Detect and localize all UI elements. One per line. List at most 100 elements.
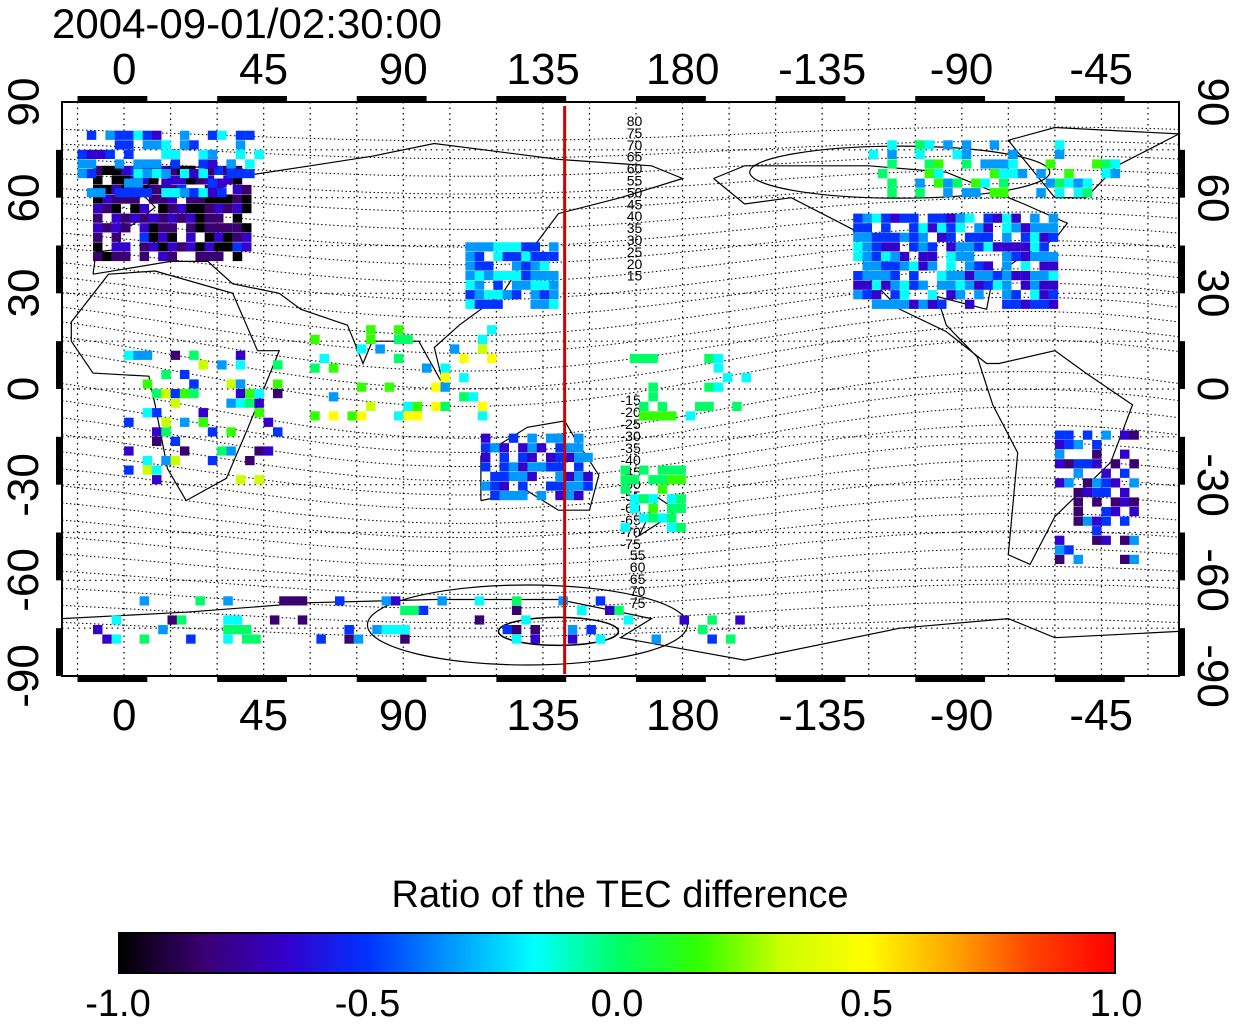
- tec-cell: [983, 280, 993, 290]
- tec-cell: [1120, 535, 1130, 545]
- tec-cell: [493, 271, 503, 281]
- tec-cell: [1101, 159, 1111, 169]
- right-lat-tick-label: -30: [1187, 452, 1237, 517]
- tec-cell: [620, 484, 630, 494]
- tec-cell: [480, 433, 491, 443]
- tec-cell: [235, 475, 246, 485]
- tec-cell: [263, 417, 274, 427]
- tec-cell: [574, 481, 584, 491]
- contour-line: [61, 459, 1180, 510]
- tec-cell: [862, 290, 872, 300]
- tec-cell: [102, 634, 112, 644]
- tec-cell: [142, 140, 153, 150]
- tec-cell: [629, 494, 640, 504]
- tec-cell: [1101, 516, 1111, 526]
- contour-line: [61, 239, 1180, 284]
- tec-cell: [924, 169, 935, 179]
- tec-cell: [186, 232, 196, 242]
- tec-cell: [1054, 478, 1065, 488]
- tec-cell: [235, 379, 246, 389]
- tec-cell: [179, 369, 190, 380]
- tec-cell: [186, 175, 196, 185]
- border-segment: [775, 676, 846, 682]
- tec-cell: [974, 242, 984, 252]
- tec-cell: [927, 261, 938, 271]
- contour-line: [61, 565, 1180, 595]
- tec-cell: [242, 242, 252, 252]
- tec-cell: [530, 634, 540, 644]
- tec-cell: [890, 232, 900, 242]
- tec-cell: [1092, 487, 1102, 498]
- tec-cell: [887, 149, 897, 159]
- tec-cell: [667, 503, 677, 513]
- tec-cell: [862, 251, 872, 262]
- tec-cell: [530, 251, 540, 262]
- tec-cell: [971, 188, 981, 198]
- tec-cell: [176, 204, 187, 214]
- left-lat-tick-label: 60: [0, 173, 48, 223]
- tec-cell: [161, 427, 171, 437]
- tec-cell: [620, 475, 630, 485]
- tec-cell: [881, 223, 891, 233]
- border-segment: [1179, 341, 1185, 389]
- tec-cell: [511, 634, 522, 644]
- tec-cell: [1030, 223, 1040, 233]
- tec-cell: [269, 615, 280, 625]
- tec-cell: [124, 446, 134, 456]
- tec-cell: [204, 194, 215, 204]
- tec-cell: [667, 522, 677, 533]
- contour-oval: [366, 584, 689, 666]
- tec-cell: [214, 204, 224, 214]
- tec-cell: [124, 417, 134, 427]
- tec-cell: [639, 494, 649, 504]
- tec-cell: [133, 130, 143, 140]
- tec-cell: [583, 481, 593, 491]
- tec-cell: [242, 184, 252, 195]
- tec-cell: [493, 290, 503, 300]
- tec-cell: [223, 615, 233, 625]
- tec-cell: [223, 634, 233, 644]
- tec-cell: [167, 165, 177, 175]
- tec-cell: [1092, 449, 1102, 459]
- tec-cell: [179, 140, 190, 150]
- tec-cell: [235, 398, 246, 408]
- tec-cell: [198, 149, 208, 159]
- tec-cell: [474, 299, 485, 309]
- tec-cell: [943, 188, 953, 198]
- tec-cell: [909, 232, 919, 242]
- tec-cell: [887, 140, 897, 150]
- tec-cell: [179, 389, 190, 399]
- tec-cell: [1048, 290, 1059, 300]
- tec-cell: [667, 475, 677, 485]
- tec-cell: [1101, 535, 1111, 545]
- tec-cell: [564, 491, 575, 501]
- tec-cell: [1039, 251, 1049, 262]
- tec-cell: [176, 615, 187, 625]
- right-lat-tick-label: -60: [1187, 548, 1237, 613]
- tec-cell: [676, 465, 686, 475]
- tec-cell: [555, 433, 565, 443]
- contour-label: 20: [627, 256, 643, 272]
- tec-cell: [254, 149, 264, 159]
- tec-cell: [195, 223, 205, 233]
- border-segment: [636, 96, 706, 102]
- tec-cell: [583, 452, 593, 462]
- border-segment: [1179, 532, 1185, 581]
- tec-cell: [918, 261, 928, 271]
- tec-cell: [1011, 299, 1021, 309]
- tec-cell: [735, 615, 745, 625]
- tec-cell: [186, 204, 196, 214]
- tec-cell: [508, 462, 519, 472]
- tec-cell: [161, 369, 171, 380]
- tec-cell: [549, 271, 559, 281]
- tec-cell: [961, 149, 972, 159]
- tec-cell: [207, 456, 218, 466]
- tec-cell: [518, 491, 528, 501]
- tec-cell: [431, 382, 441, 392]
- tec-cell: [1002, 271, 1012, 281]
- tec-cell: [102, 204, 112, 214]
- tec-cell: [1064, 430, 1074, 440]
- tec-cell: [130, 194, 140, 204]
- tec-cell: [1002, 232, 1012, 242]
- border-segment: [1054, 676, 1125, 682]
